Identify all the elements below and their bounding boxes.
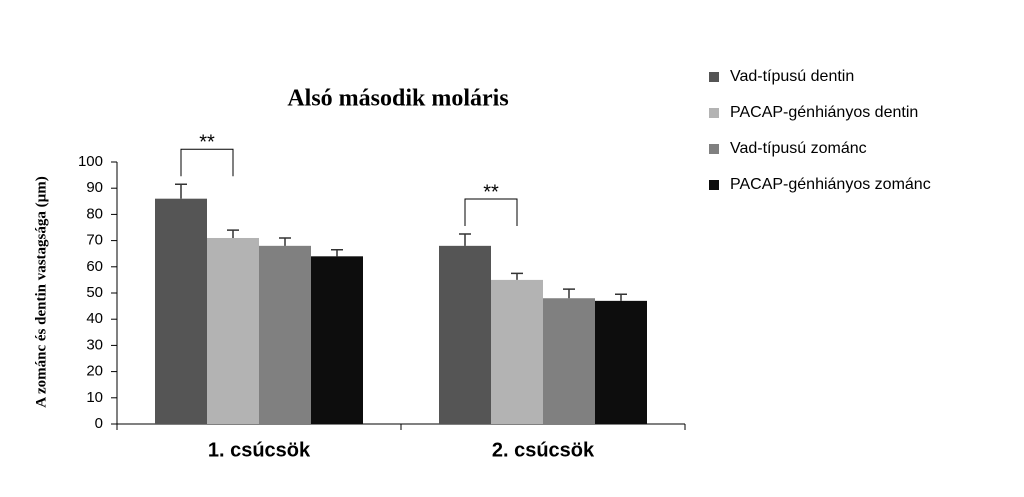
y-tick-label: 90	[86, 179, 103, 196]
bar	[155, 198, 207, 424]
y-tick-label: 100	[78, 153, 103, 170]
y-tick-label: 50	[86, 284, 103, 301]
x-tick-label: 2. csúcsök	[492, 439, 595, 461]
bar	[439, 245, 491, 424]
legend-swatch	[709, 144, 719, 154]
significance-bracket	[180, 148, 234, 177]
error-bar	[563, 288, 575, 299]
error-bar	[459, 233, 471, 246]
legend-label: PACAP-génhiányos dentin	[730, 104, 918, 121]
significance-bracket	[464, 198, 518, 227]
legend-label: PACAP-génhiányos zománc	[730, 176, 931, 193]
error-bar	[227, 229, 239, 238]
legend-label: Vad-típusú zománc	[730, 140, 867, 157]
x-tick-label: 1. csúcsök	[208, 439, 311, 461]
legend-label: Vad-típusú dentin	[730, 68, 854, 85]
error-bar	[331, 249, 343, 257]
legend-swatch	[709, 108, 719, 118]
error-bar	[279, 237, 291, 246]
significance-label: **	[199, 132, 215, 154]
y-tick-label: 10	[86, 389, 103, 406]
y-tick-label: 0	[95, 415, 103, 432]
bar	[595, 300, 647, 424]
y-tick-label: 20	[86, 363, 103, 380]
y-tick-label: 80	[86, 205, 103, 222]
y-axis-label: A zománc és dentin vastagsága (µm)	[33, 176, 49, 408]
legend-swatch	[709, 72, 719, 82]
y-tick-label: 40	[86, 310, 103, 327]
y-tick-label: 70	[86, 232, 103, 249]
bar	[311, 256, 363, 424]
significance-label: **	[483, 181, 499, 203]
bar	[491, 279, 543, 424]
error-bar	[615, 293, 627, 301]
y-tick-label: 30	[86, 336, 103, 353]
error-bar	[175, 183, 187, 199]
error-bar	[511, 272, 523, 280]
y-tick-label: 60	[86, 258, 103, 275]
bar	[259, 245, 311, 424]
bar	[543, 298, 595, 424]
chart-title: Alsó második moláris	[287, 86, 508, 112]
bar	[207, 237, 259, 424]
legend-swatch	[709, 180, 719, 190]
